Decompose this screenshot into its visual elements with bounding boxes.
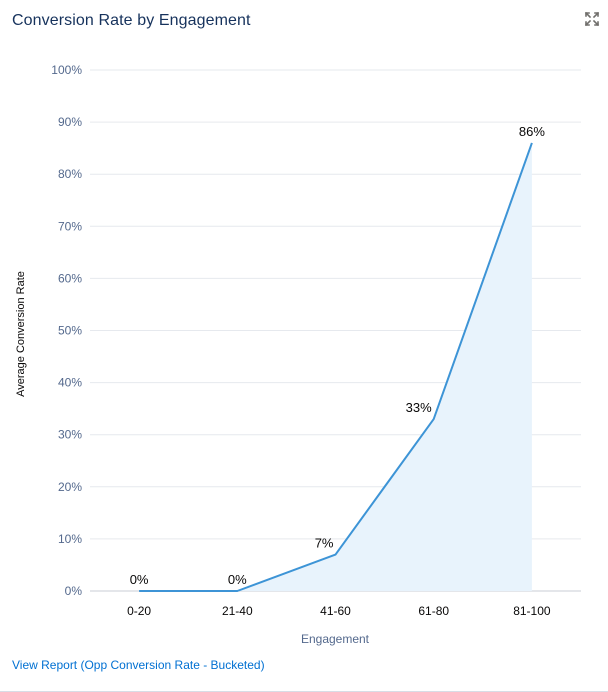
area-fill (139, 142, 532, 591)
x-tick-label: 21-40 (222, 604, 253, 618)
y-tick-label: 30% (58, 428, 82, 442)
view-report-link[interactable]: View Report (Opp Conversion Rate - Bucke… (12, 658, 265, 672)
x-axis-ticks: 0-20 21-40 41-60 61-80 81-100 (127, 604, 551, 618)
area-fill-layer (139, 142, 532, 591)
y-tick-label: 90% (58, 115, 82, 129)
y-tick-label: 40% (58, 376, 82, 390)
data-label: 7% (315, 536, 334, 551)
series-line (139, 142, 533, 592)
y-axis-title: Average Conversion Rate (15, 271, 27, 397)
x-axis-title: Engagement (301, 632, 370, 646)
y-tick-label: 100% (51, 63, 82, 77)
x-tick-label: 0-20 (127, 604, 151, 618)
y-tick-label: 70% (58, 219, 82, 233)
y-tick-label: 20% (58, 480, 82, 494)
x-tick-label: 41-60 (320, 604, 351, 618)
x-tick-label: 61-80 (418, 604, 449, 618)
data-label: 0% (228, 572, 247, 587)
expand-icon[interactable] (584, 11, 600, 27)
chart-title: Conversion Rate by Engagement (12, 12, 251, 29)
series-line-layer (139, 142, 533, 592)
data-label: 86% (519, 124, 545, 139)
y-tick-label: 80% (58, 167, 82, 181)
data-labels: 0% 0% 7% 33% 86% (130, 124, 546, 587)
y-tick-label: 0% (65, 584, 83, 598)
y-tick-label: 60% (58, 271, 82, 285)
data-label: 0% (130, 572, 149, 587)
data-label: 33% (406, 400, 432, 415)
line-chart: 0% 10% 20% 30% 40% 50% 60% 70% 80% 90% 100% 0% 0% 7%… (15, 63, 581, 646)
y-tick-label: 10% (58, 532, 82, 546)
x-tick-label: 81-100 (513, 604, 551, 618)
y-axis-ticks: 0% 10% 20% 30% 40% 50% 60% 70% 80% 90% 100% (51, 63, 82, 598)
y-tick-label: 50% (58, 324, 82, 338)
